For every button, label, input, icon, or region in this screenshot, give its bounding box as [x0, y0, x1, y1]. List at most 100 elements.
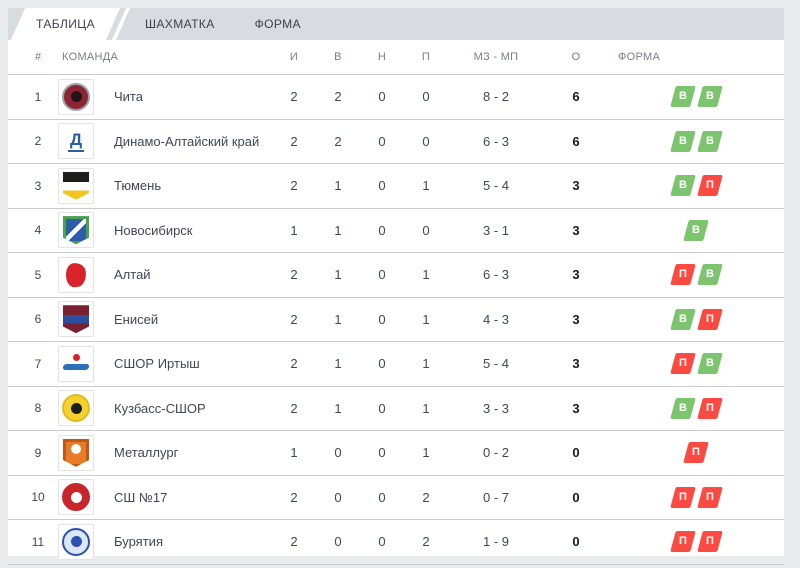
cell-points: 3 [572, 356, 580, 372]
cell-played: 1 [290, 445, 298, 461]
row-number: 7 [34, 356, 42, 371]
cell-wins: 1 [334, 222, 342, 238]
team-logo [58, 78, 94, 115]
cell-losses: 0 [422, 222, 430, 238]
cell-wins: 1 [334, 400, 342, 416]
form-badge-win: В [669, 175, 696, 197]
team-name[interactable]: Кузбасс-СШОР [114, 400, 206, 416]
team-name[interactable]: Новосибирск [114, 222, 193, 238]
cell-played: 2 [290, 311, 298, 327]
cell-wins: 0 [334, 445, 342, 461]
header-team: КОМАНДА [62, 51, 119, 63]
row-number: 4 [34, 223, 42, 238]
team-logo-emblem [63, 171, 89, 200]
cell-goals: 4 - 3 [482, 311, 509, 327]
table-row: 9 Металлург 1 0 0 1 0 - 2 0 П [8, 430, 784, 475]
team-logo-emblem [63, 216, 89, 245]
cell-played: 2 [290, 133, 298, 149]
team-name[interactable]: Металлург [114, 445, 179, 461]
team-name[interactable]: Бурятия [114, 534, 163, 550]
cell-wins: 1 [334, 356, 342, 372]
header-wins: В [334, 51, 342, 63]
team-logo-emblem: Д [68, 131, 84, 152]
cell-goals: 1 - 9 [482, 534, 509, 550]
team-name[interactable]: Алтай [114, 267, 151, 283]
cell-played: 2 [290, 489, 298, 505]
cell-goals: 5 - 4 [482, 356, 509, 372]
tab-chessboard[interactable]: ШАХМАТКА [125, 8, 235, 40]
header-goals: МЗ - МП [473, 51, 519, 63]
cell-wins: 1 [334, 311, 342, 327]
cell-played: 2 [290, 178, 298, 194]
team-logo-emblem [62, 82, 90, 111]
cell-wins: 2 [334, 89, 342, 105]
team-name[interactable]: СШОР Иртыш [114, 356, 200, 372]
form-badge-loss: П [669, 486, 696, 508]
cell-played: 2 [290, 400, 298, 416]
team-logo [58, 523, 94, 560]
header-form: ФОРМА [618, 51, 661, 63]
team-logo [58, 301, 94, 338]
form-badge-win: В [696, 130, 723, 152]
cell-losses: 1 [422, 400, 430, 416]
cell-draws: 0 [378, 356, 386, 372]
cell-goals: 0 - 2 [482, 445, 509, 461]
cell-draws: 0 [378, 445, 386, 461]
cell-played: 2 [290, 534, 298, 550]
form-badge-win: В [696, 86, 723, 108]
cell-points: 0 [572, 534, 580, 550]
cell-losses: 2 [422, 489, 430, 505]
cell-draws: 0 [378, 267, 386, 283]
team-logo-emblem [62, 527, 90, 556]
team-name[interactable]: Динамо-Алтайский край [114, 133, 260, 149]
tab-chessboard-label: ШАХМАТКА [145, 17, 215, 31]
form-badge-loss: П [696, 175, 723, 197]
row-number: 2 [34, 134, 42, 149]
cell-draws: 0 [378, 178, 386, 194]
team-logo-emblem [64, 261, 88, 288]
cell-wins: 1 [334, 178, 342, 194]
team-logo [58, 167, 94, 204]
cell-points: 3 [572, 400, 580, 416]
table-header-row: # КОМАНДА И В Н П МЗ - МП О ФОРМА [8, 40, 784, 74]
cell-losses: 1 [422, 356, 430, 372]
header-position: # [35, 51, 42, 63]
form-badge-loss: П [696, 486, 723, 508]
form-badge-win: В [696, 264, 723, 286]
cell-wins: 1 [334, 267, 342, 283]
cell-draws: 0 [378, 222, 386, 238]
team-name[interactable]: СШ №17 [114, 489, 168, 505]
row-number: 11 [31, 534, 45, 549]
tab-form[interactable]: ФОРМА [235, 8, 321, 40]
team-logo-emblem [62, 483, 90, 512]
form-badge-loss: П [696, 531, 723, 553]
cell-goals: 0 - 7 [482, 489, 509, 505]
cell-draws: 0 [378, 89, 386, 105]
form-cell: П [608, 442, 784, 464]
form-badge-loss: П [669, 531, 696, 553]
team-logo [58, 212, 94, 249]
cell-losses: 1 [422, 267, 430, 283]
cell-wins: 2 [334, 133, 342, 149]
standings-panel: ТАБЛИЦА ШАХМАТКА ФОРМА # КОМАНДА И В Н П… [8, 8, 784, 565]
team-logo-emblem [62, 394, 90, 423]
cell-losses: 1 [422, 445, 430, 461]
team-name[interactable]: Чита [114, 89, 143, 105]
cell-wins: 0 [334, 489, 342, 505]
team-name[interactable]: Енисей [114, 311, 159, 327]
team-name[interactable]: Тюмень [114, 178, 162, 194]
cell-points: 3 [572, 267, 580, 283]
tab-table[interactable]: ТАБЛИЦА [10, 8, 121, 40]
cell-wins: 0 [334, 534, 342, 550]
form-badge-win: В [683, 219, 709, 241]
team-logo-emblem [62, 351, 90, 377]
